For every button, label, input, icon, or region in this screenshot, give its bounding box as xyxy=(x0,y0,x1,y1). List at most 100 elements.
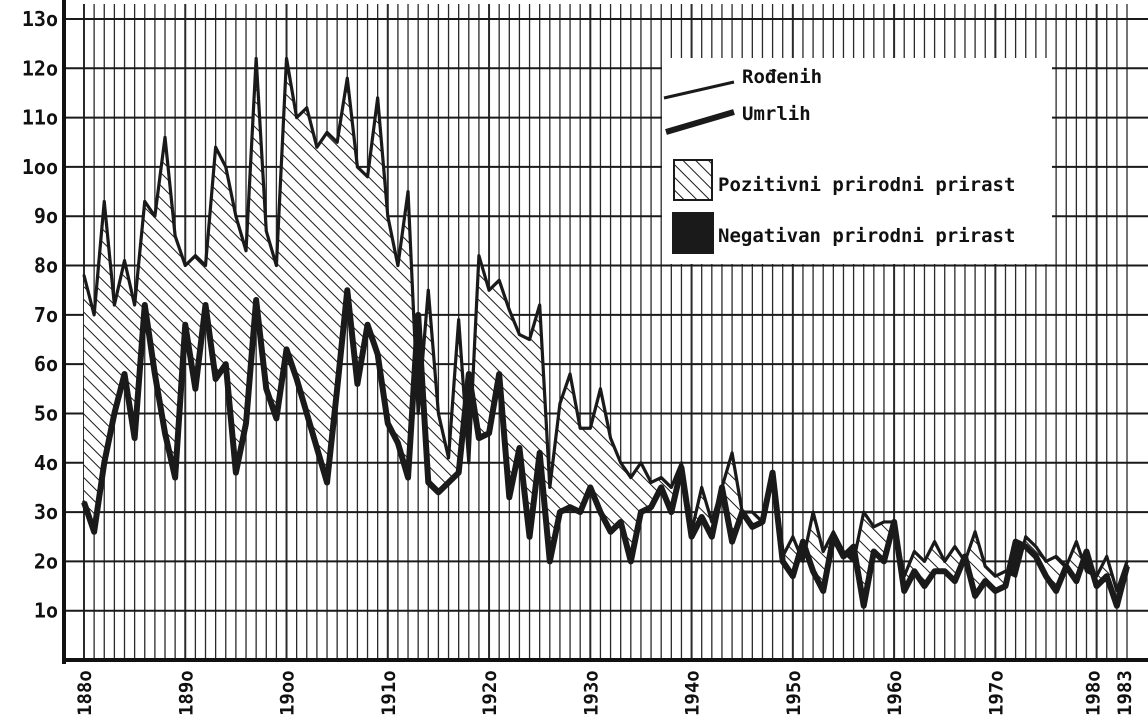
y-tick-label: 6o xyxy=(34,352,58,376)
x-tick-label: 195o xyxy=(783,670,805,716)
y-tick-label: 4o xyxy=(34,451,58,475)
deaths-point xyxy=(355,382,360,386)
deaths-point xyxy=(254,298,258,302)
births-point xyxy=(224,165,228,169)
births-point xyxy=(680,461,683,465)
births-point xyxy=(730,451,734,455)
deaths-point xyxy=(942,569,947,574)
deaths-point xyxy=(426,480,431,485)
legend-negative-label: Negativan prirodni prirast xyxy=(718,225,1015,247)
births-point xyxy=(92,313,96,317)
deaths-point xyxy=(922,584,927,588)
deaths-point xyxy=(132,436,137,440)
births-point xyxy=(467,461,471,465)
positive-increase-area xyxy=(84,58,1127,606)
y-tick-label: 1oo xyxy=(22,155,58,179)
deaths-point xyxy=(274,416,279,421)
births-point xyxy=(356,165,359,169)
y-tick-label: 2o xyxy=(34,549,58,573)
births-point xyxy=(983,564,987,568)
deaths-point xyxy=(1064,564,1069,569)
deaths-point xyxy=(264,387,269,391)
births-point xyxy=(700,486,704,489)
births-point xyxy=(477,254,481,258)
deaths-point xyxy=(811,569,815,574)
births-point xyxy=(183,264,187,267)
births-point xyxy=(244,249,248,253)
legend-positive-swatch xyxy=(673,159,713,201)
deaths-point xyxy=(973,594,977,598)
births-point xyxy=(588,426,592,430)
births-point xyxy=(1004,569,1007,573)
x-tick-label: 198o xyxy=(1083,670,1105,716)
deaths-point xyxy=(578,510,582,514)
deaths-point xyxy=(244,421,248,426)
deaths-point xyxy=(699,515,704,519)
deaths-point xyxy=(760,520,765,524)
births-point xyxy=(123,259,126,263)
deaths-point xyxy=(1074,579,1079,583)
deaths-point xyxy=(548,559,552,564)
y-tick-label: 1o xyxy=(34,599,58,623)
births-point xyxy=(619,461,623,465)
births-point xyxy=(457,318,461,322)
y-tick-label: 13o xyxy=(22,7,58,31)
deaths-point xyxy=(102,460,107,465)
y-tick-label: 12o xyxy=(22,56,58,80)
deaths-point xyxy=(436,490,441,495)
deaths-point xyxy=(588,485,593,490)
deaths-point xyxy=(173,475,177,480)
line-layer xyxy=(81,56,1130,609)
births-point xyxy=(396,264,400,267)
y-tick-label: 3o xyxy=(34,500,58,524)
births-point xyxy=(599,387,602,391)
deaths-point xyxy=(750,525,755,529)
deaths-point xyxy=(1125,564,1129,569)
deaths-point xyxy=(82,500,86,505)
births-point xyxy=(1085,569,1088,573)
deaths-point xyxy=(466,372,471,376)
x-tick-label: 1983 xyxy=(1114,670,1136,716)
deaths-point xyxy=(831,534,836,539)
births-point xyxy=(1034,545,1038,548)
deaths-point xyxy=(679,465,684,470)
births-point xyxy=(659,476,663,479)
births-line xyxy=(82,56,1129,593)
deaths-point xyxy=(203,303,208,307)
deaths-point xyxy=(385,421,390,426)
deaths-point xyxy=(770,470,775,475)
births-point xyxy=(912,550,916,553)
y-tick-label: 7o xyxy=(34,303,58,327)
deaths-point xyxy=(801,539,805,544)
births-point xyxy=(528,338,531,341)
births-point xyxy=(1095,574,1099,578)
deaths-point xyxy=(710,534,714,539)
deaths-point xyxy=(537,451,542,455)
births-point xyxy=(82,274,86,277)
births-point xyxy=(538,303,542,307)
births-point xyxy=(629,476,633,479)
y-tick-label: 9o xyxy=(34,204,58,228)
deaths-point xyxy=(163,431,167,435)
deaths-point xyxy=(112,411,117,416)
deaths-point xyxy=(659,485,663,490)
deaths-point xyxy=(912,569,917,574)
deaths-point xyxy=(953,579,957,583)
births-point xyxy=(305,106,309,110)
legend-background xyxy=(662,58,1052,264)
deaths-line xyxy=(81,287,1130,609)
births-point xyxy=(143,200,147,203)
deaths-point xyxy=(193,387,198,391)
births-point xyxy=(842,550,845,553)
births-point xyxy=(963,559,967,563)
legend-deaths-label: Umrlih xyxy=(742,103,811,125)
births-point xyxy=(1054,555,1058,558)
births-point xyxy=(274,264,278,267)
deaths-point xyxy=(284,347,289,352)
births-point xyxy=(497,278,501,282)
births-point xyxy=(173,234,177,238)
deaths-point xyxy=(780,559,785,564)
x-tick-label: 197o xyxy=(985,670,1007,716)
deaths-point xyxy=(963,554,967,559)
